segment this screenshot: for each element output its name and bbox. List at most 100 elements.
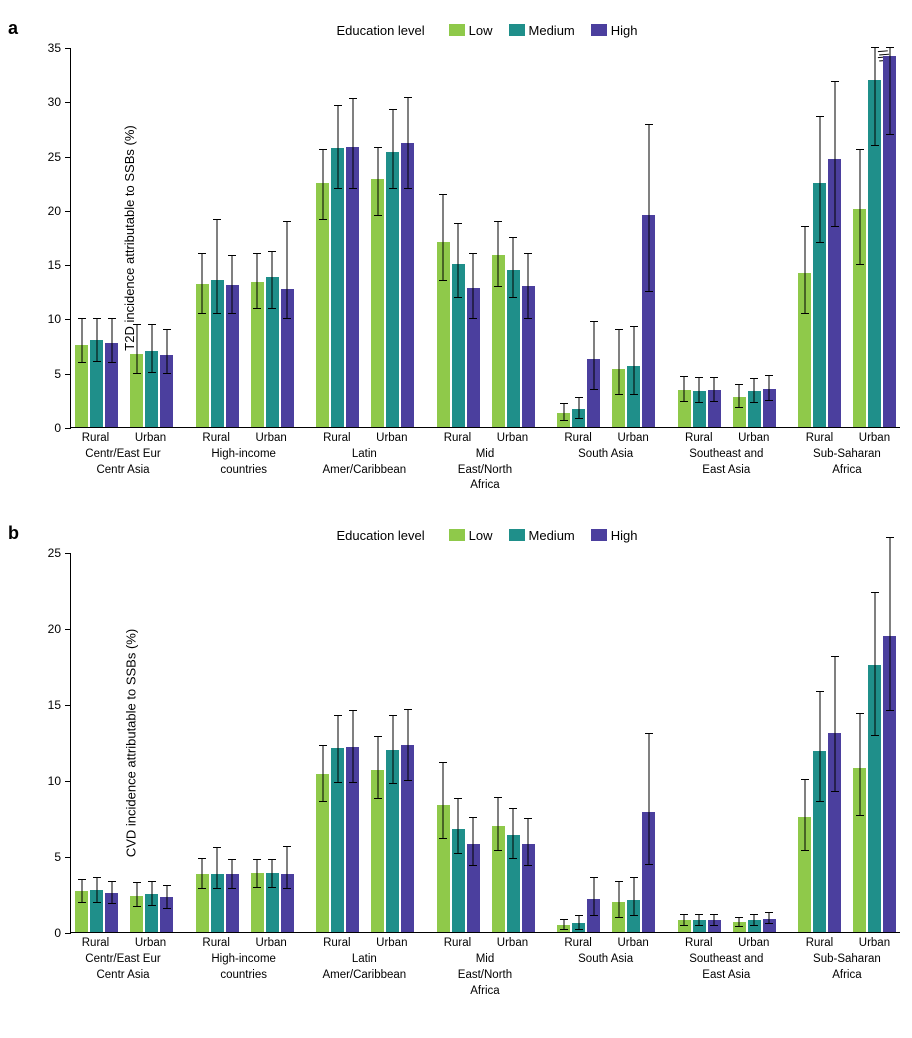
error-bar (684, 376, 685, 401)
error-bar (804, 226, 805, 313)
error-cap-hi (735, 917, 743, 918)
error-cap-lo (575, 929, 583, 930)
error-bar (563, 403, 564, 420)
error-bar (889, 47, 890, 134)
y-tick (65, 428, 71, 429)
error-cap-lo (509, 858, 517, 859)
region-group-hic (196, 48, 294, 427)
sub-xlabel-ceec-rural: Rural (74, 432, 117, 446)
region-name-line: High-income (195, 953, 293, 967)
region-xlabel-mena: RuralUrbanMidEast/NorthAfrica (436, 432, 534, 493)
error-cap-hi (439, 762, 447, 763)
legend-label-low: Low (469, 528, 493, 543)
error-cap-hi (389, 109, 397, 110)
error-cap-lo (801, 850, 809, 851)
error-cap-hi (590, 321, 598, 322)
error-cap-hi (524, 253, 532, 254)
region-name-line: countries (195, 464, 293, 478)
error-bar (407, 97, 408, 188)
bar-sea-rural-medium (693, 552, 706, 932)
error-cap-lo (439, 280, 447, 281)
error-bar (498, 797, 499, 850)
error-cap-hi (886, 47, 894, 48)
sub-xlabel-ceec-rural: Rural (74, 937, 117, 951)
region-xlabel-sea: RuralUrbanSoutheast andEast Asia (677, 937, 775, 998)
legend-swatch-medium (509, 24, 525, 36)
error-cap-hi (856, 149, 864, 150)
error-cap-lo (469, 865, 477, 866)
error-bar (322, 745, 323, 801)
legend: Education levelLowMediumHigh (70, 523, 904, 547)
error-cap-lo (590, 915, 598, 916)
bar-sea-urban-low (733, 552, 746, 932)
sub-xlabel-sa-rural: Rural (557, 432, 600, 446)
error-bar (648, 124, 649, 291)
sub-xlabel-lac-rural: Rural (315, 432, 358, 446)
error-cap-lo (494, 850, 502, 851)
sub-group-ceec-rural (75, 552, 118, 932)
sub-xlabel-sea-urban: Urban (732, 937, 775, 951)
error-bar (257, 859, 258, 886)
error-cap-hi (334, 105, 342, 106)
error-cap-lo (801, 313, 809, 314)
bar-groups-b (71, 553, 900, 932)
bar-ceec-rural-medium (90, 552, 103, 932)
legend-swatch-high (591, 24, 607, 36)
sub-xlabels-ssa: RuralUrban (798, 937, 896, 951)
bar-lac-urban-low (371, 552, 384, 932)
region-group-ceec (75, 48, 173, 427)
region-group-ssa (798, 553, 896, 932)
legend-label-low: Low (469, 23, 493, 38)
region-name-line: Sub-Saharan (798, 448, 896, 462)
bar-ceec-rural-high (105, 47, 118, 427)
sub-xlabels-sa: RuralUrban (557, 432, 655, 446)
error-bar (859, 149, 860, 264)
sub-xlabel-lac-urban: Urban (370, 432, 413, 446)
region-xlabel-hic: RuralUrbanHigh-incomecountries (195, 432, 293, 493)
bar-sa-rural-medium (572, 47, 585, 427)
error-cap-lo (163, 908, 171, 909)
region-name-line: Mid (436, 448, 534, 462)
sub-group-ceec-urban (130, 47, 173, 427)
error-bar (202, 858, 203, 888)
region-xlabel-ssa: RuralUrbanSub-SaharanAfrica (798, 937, 896, 998)
legend-swatch-medium (509, 529, 525, 541)
error-cap-hi (816, 116, 824, 117)
bar-sa-urban-low (612, 47, 625, 427)
error-cap-lo (93, 361, 101, 362)
error-bar (754, 914, 755, 925)
error-cap-lo (695, 402, 703, 403)
error-bar (217, 219, 218, 313)
error-cap-hi (404, 709, 412, 710)
bar-ceec-rural-low (75, 552, 88, 932)
error-cap-lo (374, 215, 382, 216)
sub-xlabel-mena-urban: Urban (491, 937, 534, 951)
region-xlabel-ssa: RuralUrbanSub-SaharanAfrica (798, 432, 896, 493)
error-bar (166, 885, 167, 908)
error-cap-hi (801, 226, 809, 227)
region-group-mena (437, 48, 535, 427)
sub-xlabel-ssa-urban: Urban (853, 937, 896, 951)
error-bar (473, 817, 474, 866)
sub-xlabel-sa-urban: Urban (612, 937, 655, 951)
region-xlabel-lac: RuralUrbanLatinAmer/Caribbean (315, 937, 413, 998)
error-bar (96, 877, 97, 901)
sub-xlabels-ssa: RuralUrban (798, 432, 896, 446)
sub-xlabels-sea: RuralUrban (677, 937, 775, 951)
sub-xlabel-hic-rural: Rural (195, 937, 238, 951)
sub-group-ceec-urban (130, 552, 173, 932)
bar-rect (331, 148, 344, 427)
error-cap-lo (590, 389, 598, 390)
legend-item-medium: Medium (509, 528, 575, 543)
error-bar (217, 847, 218, 888)
bar-lac-rural-medium (331, 552, 344, 932)
sub-xlabels-sa: RuralUrban (557, 937, 655, 951)
bar-mena-rural-medium (452, 552, 465, 932)
error-cap-hi (163, 885, 171, 886)
error-bar (739, 384, 740, 408)
y-tick-label: 5 (31, 367, 61, 381)
region-xlabel-lac: RuralUrbanLatinAmer/Caribbean (315, 432, 413, 493)
y-tick-label: 10 (31, 774, 61, 788)
error-bar (889, 537, 890, 710)
error-cap-hi (630, 326, 638, 327)
